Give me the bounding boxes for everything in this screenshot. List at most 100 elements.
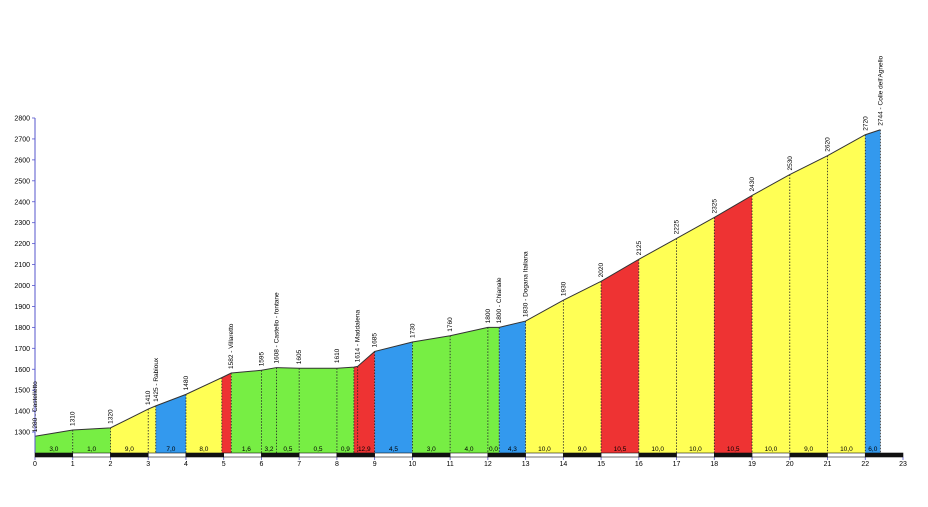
segment-fill-14 xyxy=(412,335,451,453)
km-block-15 xyxy=(600,452,640,458)
segment-fill-11 xyxy=(336,367,354,453)
point-label-7: 1595 xyxy=(258,351,265,366)
x-tick-label-20: 20 xyxy=(786,461,794,468)
y-tick-label-1400: 1400 xyxy=(14,409,30,416)
segment-fill-9 xyxy=(276,367,300,453)
km-block-1 xyxy=(72,452,111,458)
grade-label-26: 10,0 xyxy=(840,446,853,453)
segment-fill-0 xyxy=(35,429,73,453)
grade-label-16: 0,0 xyxy=(489,446,498,453)
segment-fill-17 xyxy=(499,321,526,453)
km-block-3 xyxy=(147,452,187,458)
point-label-9: 1605 xyxy=(296,349,303,364)
x-tick-label-11: 11 xyxy=(446,461,453,468)
y-tick-label-1600: 1600 xyxy=(14,367,30,374)
y-tick-label-1300: 1300 xyxy=(14,430,30,437)
grade-label-17: 4,3 xyxy=(508,446,517,453)
segment-fill-6 xyxy=(221,373,232,453)
segment-fill-7 xyxy=(231,370,262,453)
grade-label-7: 1,6 xyxy=(242,446,251,453)
point-label-11: 1614 - Maddalena xyxy=(355,310,362,363)
point-label-18: 1930 xyxy=(560,281,567,296)
grade-label-11: 0,9 xyxy=(341,446,350,453)
x-tick-label-4: 4 xyxy=(184,461,188,468)
y-axis-ticks: 1300 1400 1500 1600 1700 1800 1900 2000 2100 2200… xyxy=(14,116,35,437)
y-tick-label-2300: 2300 xyxy=(14,220,30,227)
x-tick-label-7: 7 xyxy=(297,461,301,468)
point-label-5: 1480 xyxy=(183,376,190,391)
km-block-2 xyxy=(110,452,149,458)
x-tick-label-0: 0 xyxy=(33,461,37,468)
grade-label-23: 10,5 xyxy=(727,446,740,453)
grade-label-22: 10,0 xyxy=(689,446,702,453)
x-tick-label-21: 21 xyxy=(824,461,832,468)
x-tick-label-9: 9 xyxy=(373,461,377,468)
y-tick-label-2500: 2500 xyxy=(14,178,30,185)
grade-label-20: 10,5 xyxy=(614,446,627,453)
y-tick-label-2200: 2200 xyxy=(14,241,30,248)
point-label-24: 2530 xyxy=(787,156,794,171)
grade-label-13: 4,5 xyxy=(389,446,398,453)
y-tick-label-1700: 1700 xyxy=(14,346,30,353)
km-block-0 xyxy=(34,452,74,458)
segment-fill-3 xyxy=(148,405,156,453)
km-block-12 xyxy=(487,452,526,458)
segment-fill-19 xyxy=(563,281,602,453)
point-label-15: 1800 xyxy=(485,309,492,324)
km-block-20 xyxy=(789,452,828,458)
point-label-0: 1280 - Castelletto xyxy=(32,381,39,432)
point-label-22: 2325 xyxy=(711,199,718,214)
x-tick-label-13: 13 xyxy=(522,461,530,468)
point-label-12: 1685 xyxy=(372,333,379,348)
point-label-16: 1800 - Chianale xyxy=(496,277,503,323)
x-tick-label-2: 2 xyxy=(109,461,113,468)
segment-fill-22 xyxy=(676,217,715,453)
point-labels: 1280 - Castelletto 1310 1320 1410 1425 - Rab… xyxy=(32,55,884,432)
grade-label-21: 10,0 xyxy=(651,446,664,453)
segment-fill-27 xyxy=(865,129,881,454)
y-tick-label-2400: 2400 xyxy=(14,199,30,206)
grade-label-14: 3,0 xyxy=(427,446,436,453)
km-block-6 xyxy=(261,452,300,458)
grade-label-8: 3,2 xyxy=(264,446,273,453)
segment-fill-10 xyxy=(299,368,337,453)
segment-fill-12 xyxy=(353,351,375,453)
grade-label-25: 9,0 xyxy=(804,446,813,453)
segment-fill-20 xyxy=(601,259,639,453)
x-tick-label-22: 22 xyxy=(861,461,869,468)
grade-label-18: 10,0 xyxy=(538,446,551,453)
y-tick-label-2800: 2800 xyxy=(14,116,30,123)
grade-label-9: 0,5 xyxy=(283,446,292,453)
y-tick-label-2600: 2600 xyxy=(14,157,30,164)
x-axis-ticks: 0 1 2 3 4 5 6 7 8 9 10 11 12 13 14 15 16 17 18 19 20 21 22 23 xyxy=(33,457,907,468)
point-label-4: 1425 - Rabioux xyxy=(153,357,160,402)
point-label-19: 2020 xyxy=(598,262,605,277)
km-block-18 xyxy=(714,452,753,458)
grade-labels: 3,0 1,0 9,0 7,0 8,0 1,6 3,2 0,5 0,5 0,9 12,9 4,5 3,0… xyxy=(49,446,877,453)
km-block-7 xyxy=(298,452,338,458)
point-label-23: 2430 xyxy=(749,177,756,192)
segment-fill-24 xyxy=(752,174,790,453)
profile-segments xyxy=(35,129,881,454)
segment-fill-25 xyxy=(789,155,828,453)
km-block-17 xyxy=(676,452,715,458)
x-tick-label-3: 3 xyxy=(146,461,150,468)
point-label-21: 2225 xyxy=(674,220,681,235)
point-label-10: 1610 xyxy=(334,348,341,363)
grade-label-19: 9,0 xyxy=(578,446,587,453)
y-tick-label-2100: 2100 xyxy=(14,262,30,269)
point-label-13: 1730 xyxy=(409,323,416,338)
segment-dividers xyxy=(72,129,881,453)
x-tick-label-8: 8 xyxy=(335,461,339,468)
point-label-3: 1410 xyxy=(145,390,152,405)
point-label-1: 1310 xyxy=(70,411,77,426)
grade-label-1: 1,0 xyxy=(87,446,96,453)
grade-label-24: 10,0 xyxy=(765,446,778,453)
segment-fill-15 xyxy=(450,327,488,453)
km-block-5 xyxy=(223,452,262,458)
km-block-19 xyxy=(751,452,791,458)
x-tick-label-17: 17 xyxy=(673,461,681,468)
y-tick-label-1500: 1500 xyxy=(14,388,30,395)
segment-fill-26 xyxy=(827,134,866,453)
